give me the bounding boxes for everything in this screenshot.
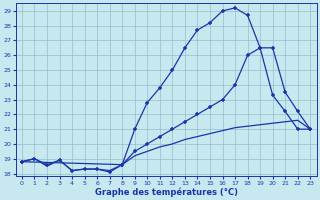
X-axis label: Graphe des températures (°C): Graphe des températures (°C) [95,187,237,197]
